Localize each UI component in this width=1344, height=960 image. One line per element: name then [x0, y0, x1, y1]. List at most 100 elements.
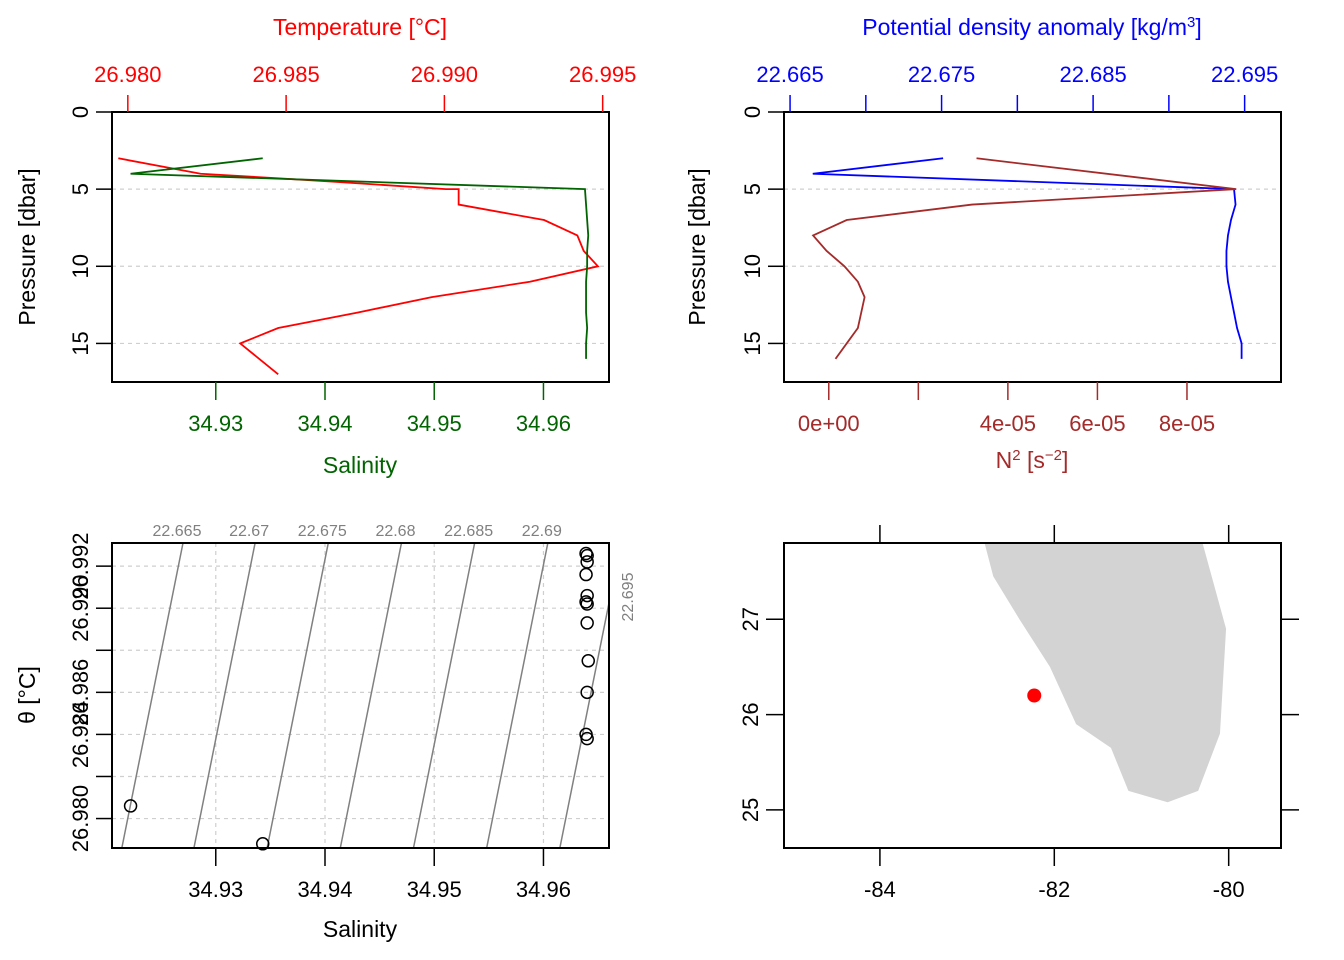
p4-map-axes: -84 -82 -80 25 26 27 — [738, 525, 1299, 902]
label-part: ] — [1195, 14, 1201, 40]
p2-density-tick-label: 22.685 — [1059, 62, 1126, 87]
p3-contour-label: 22.67 — [229, 523, 269, 540]
p2-n2-tick-label: 8e-05 — [1159, 411, 1215, 436]
p1-plot-frame — [111, 111, 610, 383]
p2-n2-tick-label: 4e-05 — [980, 411, 1036, 436]
p3-theta-axis-label: θ [°C] — [14, 666, 40, 724]
p3-density-contour — [193, 542, 256, 849]
p2-pressure-tick-label: 15 — [740, 331, 765, 355]
p3-density-contours: 22.665 22.67 22.675 22.68 22.685 22.69 22.695 — [121, 523, 637, 849]
p1-salinity-tick-label: 34.93 — [188, 411, 243, 436]
panel-density-n2: 22.665 22.675 22.685 22.695 0e+00 4e-05 6e-05… — [684, 14, 1282, 474]
p3-density-contour — [485, 542, 549, 849]
label-part: 3 — [1187, 14, 1195, 31]
p3-ts-point — [580, 588, 594, 603]
p4-lat-tick-label: 27 — [738, 607, 763, 631]
p3-contour-label: 22.695 — [620, 572, 637, 621]
panel-temperature-salinity: 26.980 26.985 26.990 26.995 34.93 34.94 34.95… — [14, 14, 636, 478]
p3-plot-frame — [111, 542, 610, 849]
p2-density-axis-label: Potential density anomaly [kg/m3] — [862, 14, 1201, 41]
p4-land-polygon — [984, 543, 1227, 803]
p4-lat-tick-label: 25 — [738, 798, 763, 822]
label-part: Potential density anomaly [kg/m — [862, 14, 1187, 40]
p1-salinity-line — [130, 157, 590, 359]
p3-theta-tick-label: 26.980 — [68, 785, 93, 852]
p3-density-contour — [339, 542, 403, 849]
p3-salinity-tick-label: 34.93 — [188, 877, 243, 902]
p3-salinity-tick-label: 34.94 — [297, 877, 352, 902]
p4-lon-tick-label: -82 — [1038, 877, 1070, 902]
p2-pressure-axis-label: Pressure [dbar] — [684, 168, 710, 325]
p2-density-tick-label: 22.665 — [756, 62, 823, 87]
p1-temperature-line — [118, 157, 600, 375]
p1-temperature-tick-label: 26.995 — [569, 62, 636, 87]
p2-pressure-axis: 0 5 10 15 — [740, 106, 784, 356]
p2-pressure-tick-label: 0 — [740, 106, 765, 118]
label-part: −2 — [1045, 447, 1062, 464]
p3-salinity-tick-label: 34.95 — [407, 877, 462, 902]
p1-pressure-tick-label: 10 — [68, 254, 93, 278]
p3-ts-point — [580, 616, 594, 630]
p3-salinity-axis: 34.93 34.94 34.95 34.96 — [188, 848, 571, 902]
p1-profile-lines — [118, 157, 600, 375]
p2-profile-lines — [811, 157, 1243, 360]
p3-contour-label: 22.68 — [375, 523, 415, 540]
p2-n2-line — [811, 157, 1237, 360]
label-part: 2 — [1012, 447, 1020, 464]
p2-n2-axis-label: N2 [s−2] — [996, 447, 1069, 474]
p4-lat-tick-label: 26 — [738, 702, 763, 726]
p4-lon-tick-label: -84 — [864, 877, 896, 902]
p3-ts-point — [579, 567, 593, 582]
panel-ts-diagram: 22.665 22.67 22.675 22.68 22.685 22.6922.695 … — [14, 523, 637, 942]
p1-temperature-tick-label: 26.990 — [411, 62, 478, 87]
p1-gridlines — [112, 111, 609, 345]
p3-theta-tick-label: 26.992 — [68, 532, 93, 599]
p2-density-line — [812, 157, 1243, 359]
p1-temperature-axis: 26.980 26.985 26.990 26.995 — [94, 62, 636, 112]
p3-density-contour — [121, 542, 184, 849]
p2-gridlines — [784, 111, 1281, 345]
p3-ts-points — [123, 546, 595, 851]
p3-ts-point — [580, 548, 594, 563]
p3-ts-point — [580, 685, 594, 700]
p3-theta-tick-label: 26.986 — [68, 659, 93, 726]
p3-contour-label: 22.675 — [298, 523, 347, 540]
p1-salinity-tick-label: 34.95 — [407, 411, 462, 436]
p3-gridlines — [112, 543, 609, 848]
p3-ts-point — [123, 799, 138, 813]
p1-pressure-axis-label: Pressure [dbar] — [14, 168, 40, 325]
p1-pressure-axis: 0 5 10 15 — [68, 106, 112, 356]
p1-pressure-tick-label: 0 — [68, 106, 93, 118]
p3-ts-point — [580, 731, 594, 746]
p3-density-contour — [559, 602, 610, 849]
p4-map-frame — [783, 542, 1282, 849]
p3-theta-tick-label: 26.984 — [68, 701, 93, 768]
p3-contour-label: 22.685 — [444, 523, 493, 540]
p2-pressure-tick-label: 5 — [740, 183, 765, 195]
p2-pressure-tick-label: 10 — [740, 254, 765, 278]
p4-lon-tick-label: -80 — [1213, 877, 1245, 902]
p3-salinity-tick-label: 34.96 — [516, 877, 571, 902]
p1-pressure-tick-label: 15 — [68, 331, 93, 355]
p3-ts-point — [255, 837, 270, 851]
p3-contour-label: 22.69 — [522, 523, 562, 540]
p2-density-tick-label: 22.675 — [908, 62, 975, 87]
p3-contour-label: 22.665 — [153, 523, 202, 540]
p2-n2-tick-label: 0e+00 — [798, 411, 860, 436]
label-part: ] — [1062, 447, 1068, 473]
p1-temperature-tick-label: 26.985 — [252, 62, 319, 87]
p3-density-contour — [412, 542, 476, 849]
p3-salinity-axis-label: Salinity — [323, 916, 398, 942]
p1-salinity-tick-label: 34.94 — [297, 411, 352, 436]
p3-theta-tick-label: 26.990 — [68, 575, 93, 642]
p1-salinity-axis: 34.93 34.94 34.95 34.96 — [188, 382, 571, 436]
p1-pressure-tick-label: 5 — [68, 183, 93, 195]
label-part: N — [996, 447, 1013, 473]
p2-density-tick-label: 22.695 — [1211, 62, 1278, 87]
p3-density-contour — [266, 542, 330, 849]
p1-salinity-tick-label: 34.96 — [516, 411, 571, 436]
p3-ts-point — [580, 597, 594, 611]
p2-density-axis: 22.665 22.675 22.685 22.695 — [756, 62, 1278, 112]
p2-n2-tick-label: 6e-05 — [1069, 411, 1125, 436]
